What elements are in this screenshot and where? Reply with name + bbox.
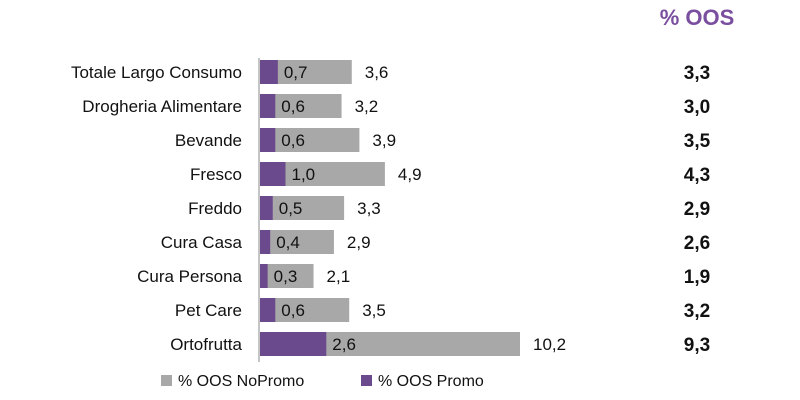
category-label: Fresco: [190, 165, 242, 184]
nopromo-value-label: 3,3: [357, 199, 381, 218]
oos-total-value: 1,9: [684, 267, 710, 288]
category-label: Pet Care: [175, 301, 242, 320]
oos-values-column: 3,3 3,0 3,5 4,3 2,9 2,6 1,9 3,2 9,3: [684, 63, 711, 356]
bar-promo: [260, 230, 271, 254]
data-labels: 0,7 3,6 0,6 3,2 0,6 3,9 1,0 4,9 0,5 3,3 0,4 2,9 0,3 2…: [274, 63, 566, 354]
oos-total-value: 3,0: [684, 97, 710, 118]
category-label: Freddo: [188, 199, 242, 218]
nopromo-value-label: 3,6: [365, 63, 389, 82]
nopromo-value-label: 4,9: [398, 165, 422, 184]
nopromo-value-label: 3,2: [355, 97, 379, 116]
bar-series: [260, 60, 520, 356]
bar-promo: [260, 60, 278, 84]
category-label: Totale Largo Consumo: [71, 63, 242, 82]
category-label: Ortofrutta: [170, 335, 242, 354]
oos-total-value: 9,3: [684, 335, 710, 356]
bar-promo: [260, 94, 276, 118]
promo-value-label: 0,6: [281, 301, 305, 320]
promo-value-label: 2,6: [332, 335, 356, 354]
oos-total-value: 2,9: [684, 199, 710, 220]
bar-promo: [260, 298, 276, 322]
nopromo-value-label: 2,1: [327, 267, 351, 286]
bar-promo: [260, 128, 276, 152]
category-labels: Totale Largo Consumo Drogheria Alimentare…: [71, 63, 243, 354]
oos-total-value: 4,3: [684, 165, 710, 186]
promo-value-label: 0,7: [284, 63, 308, 82]
bar-nopromo: [260, 230, 334, 254]
category-label: Drogheria Alimentare: [82, 97, 242, 116]
bar-promo: [260, 264, 268, 288]
oos-column-header: % OOS: [660, 5, 735, 30]
nopromo-value-label: 10,2: [533, 335, 566, 354]
oos-total-value: 3,2: [684, 301, 710, 322]
promo-value-label: 0,6: [281, 131, 305, 150]
bar-promo: [260, 332, 327, 356]
promo-value-label: 1,0: [291, 165, 315, 184]
promo-value-label: 0,4: [276, 233, 300, 252]
nopromo-value-label: 3,5: [362, 301, 386, 320]
nopromo-value-label: 3,9: [372, 131, 396, 150]
oos-total-value: 2,6: [684, 233, 710, 254]
legend-label-promo: % OOS Promo: [378, 373, 484, 390]
bar-nopromo: [260, 264, 314, 288]
promo-value-label: 0,3: [274, 267, 298, 286]
category-label: Bevande: [175, 131, 242, 150]
bar-nopromo: [260, 128, 360, 152]
bar-nopromo: [260, 196, 345, 220]
promo-value-label: 0,5: [279, 199, 303, 218]
legend: % OOS NoPromo % OOS Promo: [161, 373, 484, 390]
legend-swatch-promo: [361, 375, 372, 386]
nopromo-value-label: 2,9: [347, 233, 371, 252]
promo-value-label: 0,6: [281, 97, 305, 116]
bar-promo: [260, 162, 286, 186]
legend-label-nopromo: % OOS NoPromo: [178, 373, 304, 390]
oos-total-value: 3,3: [684, 63, 710, 84]
category-label: Cura Casa: [161, 233, 243, 252]
oos-total-value: 3,5: [684, 131, 711, 152]
bar-promo: [260, 196, 273, 220]
legend-swatch-nopromo: [161, 375, 172, 386]
category-label: Cura Persona: [137, 267, 242, 286]
